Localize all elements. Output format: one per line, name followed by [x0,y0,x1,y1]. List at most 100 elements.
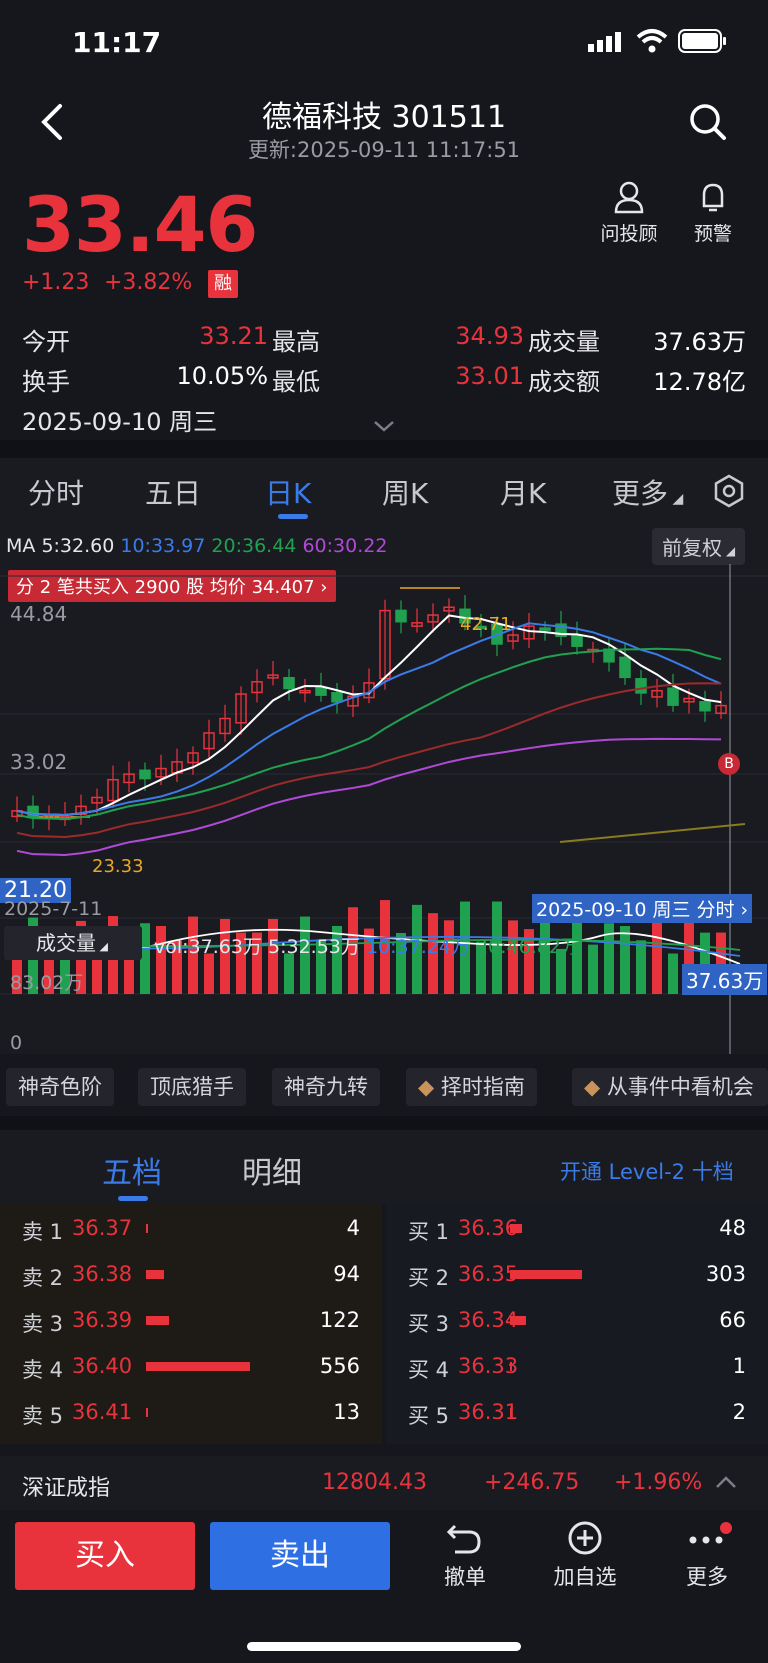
sell-row[interactable]: 卖 4 36.40 556 [0,1342,382,1388]
settings-icon[interactable] [712,474,746,508]
sell-price: 36.38 [72,1262,133,1286]
volume-bar [140,923,150,994]
candle-body [699,701,711,712]
sell-row[interactable]: 卖 5 36.41 13 [0,1388,382,1434]
volume-label: 成交量 [528,328,600,356]
index-ticker[interactable]: 深证成指 12804.43 +246.75 +1.96% [0,1456,768,1510]
buy-volume-bar [510,1362,512,1371]
bell-icon [702,183,724,212]
buy-row[interactable]: 买 2 36.35 303 [386,1250,768,1296]
cursor-date-label[interactable]: 2025-09-10 周三 分时 › [532,894,753,923]
buy-qty: 66 [719,1308,746,1332]
volume-bar [476,941,486,994]
sell-row[interactable]: 卖 3 36.39 122 [0,1296,382,1342]
tool-magic-nine[interactable]: 神奇九转 [272,1068,380,1106]
expand-chevron-icon[interactable] [372,418,396,434]
candle-body [107,778,119,802]
volume-bar [364,928,374,994]
index-value: 12804.43 [322,1470,427,1495]
candle-body [203,732,215,750]
search-icon[interactable] [688,102,728,142]
volume-bar [204,953,214,994]
quote-stats: 今开 33.21 最高 34.93 成交量 37.63万 换手 10.05% 最… [22,322,746,442]
candle-body [299,689,311,694]
trade-record-banner[interactable]: 分 2 笔共买入 2900 股 均价 34.407 › [8,570,336,602]
sell-level-label: 卖 5 [22,1404,64,1428]
buy-qty: 48 [719,1216,746,1240]
buy-price: 36.31 [458,1400,519,1424]
level2-link[interactable]: 开通 Level-2 十档 [560,1160,734,1184]
volume-bar [540,920,550,994]
sell-qty: 13 [333,1400,360,1424]
kline-chart[interactable] [0,524,768,1054]
candle-body [139,769,151,780]
sell-price: 36.40 [72,1354,133,1378]
buy-row[interactable]: 买 3 36.34 66 [386,1296,768,1342]
add-watchlist-button[interactable]: 加自选 [540,1520,630,1591]
buy-price: 36.34 [458,1308,519,1332]
volume-bar [396,933,406,994]
margin-badge: 融 [208,270,238,298]
high-value: 34.93 [455,322,524,350]
ma30-line [16,682,722,839]
candle-body [27,805,39,819]
buy-row[interactable]: 买 1 36.36 48 [386,1204,768,1250]
status-time: 11:17 [72,26,162,59]
volume-bar [316,940,326,994]
buy-level-label: 买 3 [408,1312,450,1336]
buy-qty: 303 [705,1262,746,1286]
advisor-button[interactable]: 问投顾 [594,180,664,246]
tool-events[interactable]: ◆ 从事件中看机会 [572,1068,768,1106]
tab-five-level[interactable]: 五档 [102,1156,162,1191]
sell-row[interactable]: 卖 1 36.37 4 [0,1204,382,1250]
tab-five-day[interactable]: 五日 [145,477,202,510]
candle-body [315,686,327,696]
tool-timing-guide[interactable]: ◆ 择时指南 [406,1068,537,1106]
tab-detail[interactable]: 明细 [242,1156,302,1191]
wifi-icon [636,29,668,53]
buy-row[interactable]: 买 5 36.31 2 [386,1388,768,1434]
more-button[interactable]: 更多 [662,1520,752,1591]
sell-price: 36.39 [72,1308,133,1332]
buy-row[interactable]: 买 4 36.33 1 [386,1342,768,1388]
ma20-value: 20:36.44 [211,535,297,557]
amount-value: 12.78亿 [653,368,746,396]
x-axis-start: 2025-7-11 [4,898,103,920]
tab-monthly-k[interactable]: 月K [500,477,547,510]
buy-level-label: 买 5 [408,1404,450,1428]
buy-button[interactable]: 买入 [15,1522,195,1590]
volume-bar [716,932,726,994]
tab-intraday[interactable]: 分时 [28,477,85,510]
min-marker: 23.33 [92,856,144,877]
volume-ma10: 10:37.24万 [365,936,470,958]
candle-body [443,606,455,612]
tab-weekly-k[interactable]: 周K [382,477,429,510]
volume-cursor-value: 37.63万 [682,964,768,995]
back-icon[interactable] [38,102,68,142]
alert-button[interactable]: 预警 [678,180,748,246]
volume-ma5: 5:32.53万 [268,936,360,958]
sell-qty: 4 [346,1216,360,1240]
index-name: 深证成指 [22,1476,111,1501]
sell-qty: 122 [319,1308,360,1332]
price-change: +1.23 [22,270,90,295]
stock-title: 德福科技 301511 [261,100,507,135]
sell-level-label: 卖 2 [22,1266,64,1290]
buy-qty: 2 [732,1400,746,1424]
sell-button[interactable]: 卖出 [210,1522,390,1590]
tool-top-bottom[interactable]: 顶底猎手 [138,1068,246,1106]
tab-daily-k[interactable]: 日K [265,477,312,510]
sell-row[interactable]: 卖 2 36.38 94 [0,1250,382,1296]
adjustment-selector[interactable]: 前复权 ◢ [652,528,746,565]
buy-volume-bar [510,1316,526,1325]
cancel-order-button[interactable]: 撤单 [420,1520,510,1591]
buy-marker[interactable]: B [718,753,740,775]
volume-selector[interactable]: 成交量 ◢ [4,926,142,960]
volume-bar [556,948,566,994]
chevron-up-icon[interactable] [714,1474,738,1490]
tool-color-scale[interactable]: 神奇色阶 [6,1068,114,1106]
candle-body [91,796,103,804]
active-tab-indicator [278,514,308,519]
volume-bar [332,925,342,994]
tab-more[interactable]: 更多 ◢ [612,477,684,510]
